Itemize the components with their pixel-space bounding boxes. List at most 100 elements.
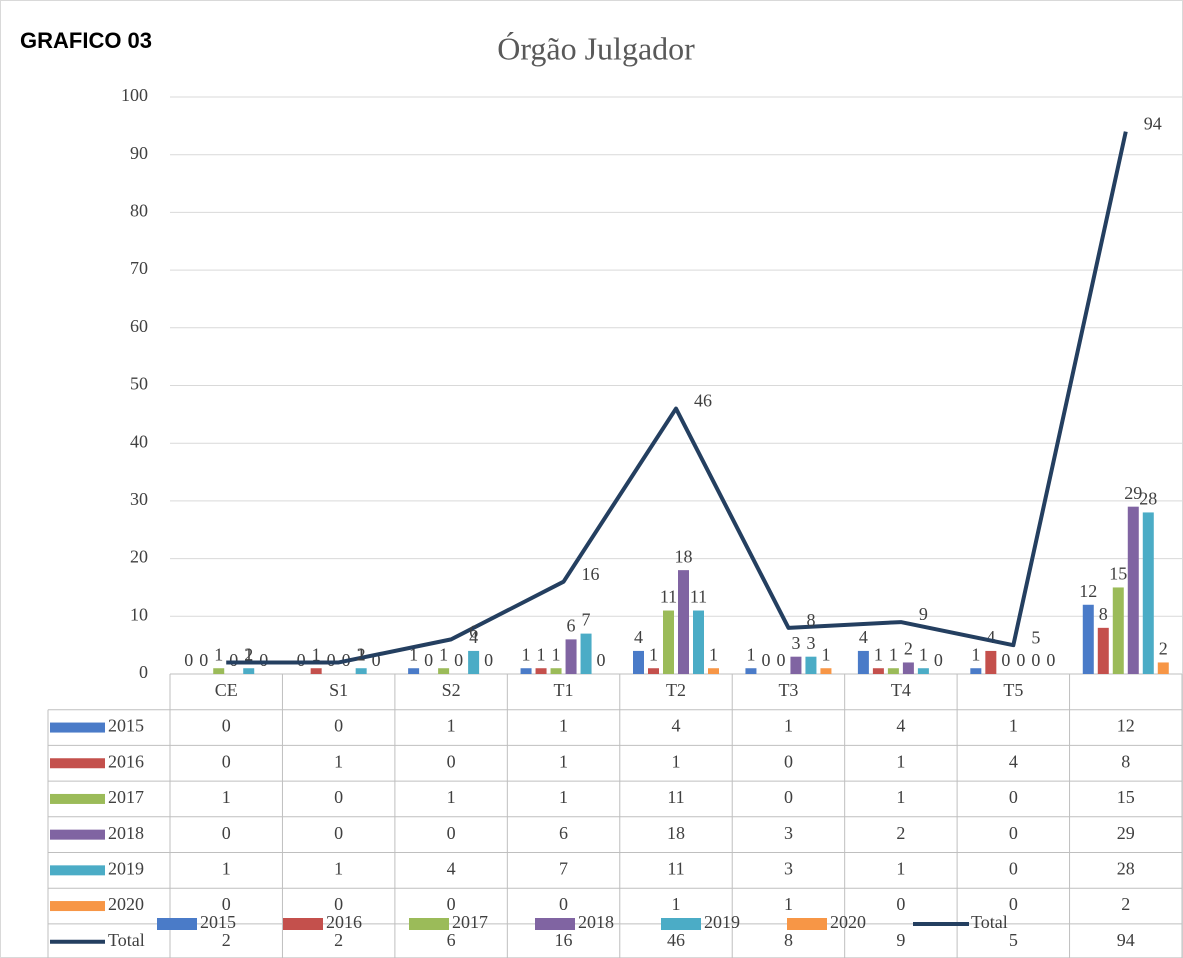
bar-value-label: 8 xyxy=(1099,604,1108,624)
table-key xyxy=(50,901,105,912)
table-cell: 0 xyxy=(334,787,343,807)
y-tick-label: 0 xyxy=(139,662,148,682)
table-cell: 1 xyxy=(896,751,905,771)
bar xyxy=(872,668,884,674)
bar xyxy=(1082,604,1094,674)
table-cell: 1 xyxy=(334,858,343,878)
legend-label: 2018 xyxy=(578,912,614,932)
table-cell: 0 xyxy=(222,823,231,843)
table-cell: 29 xyxy=(1117,823,1135,843)
bar-value-label: 0 xyxy=(424,650,433,670)
table-key xyxy=(50,829,105,840)
bar-value-label: 2 xyxy=(1159,639,1168,659)
table-row-label: 2020 xyxy=(108,894,144,914)
bar-value-label: 1 xyxy=(746,644,755,664)
chart-label: GRAFICO 03 xyxy=(20,28,152,53)
bar-value-label: 1 xyxy=(409,644,418,664)
bar-value-label: 0 xyxy=(484,650,493,670)
legend-label: 2017 xyxy=(452,912,488,932)
bar-value-label: 4 xyxy=(859,627,868,647)
bar-value-label: 1 xyxy=(971,644,980,664)
table-cell: 0 xyxy=(1009,823,1018,843)
table-cell: 2 xyxy=(1121,894,1130,914)
table-cell: 0 xyxy=(447,823,456,843)
table-cell: 94 xyxy=(1117,930,1135,950)
bar-value-label: 11 xyxy=(660,587,677,607)
table-row-label: 2017 xyxy=(108,787,144,807)
line-value-label: 16 xyxy=(582,564,600,584)
bar-value-label: 1 xyxy=(214,644,223,664)
table-cell: 46 xyxy=(667,930,685,950)
bar xyxy=(355,668,367,674)
bar xyxy=(633,650,644,674)
legend-key xyxy=(283,918,323,930)
x-tick-label: S2 xyxy=(442,680,461,700)
bar xyxy=(857,650,869,674)
bar xyxy=(213,668,225,674)
y-tick-label: 40 xyxy=(130,431,148,451)
bar-value-label: 1 xyxy=(649,644,658,664)
table-cell: 7 xyxy=(559,858,568,878)
legend-key xyxy=(661,918,701,930)
bar xyxy=(970,668,982,674)
bar-value-label: 28 xyxy=(1139,489,1157,509)
bar-value-label: 0 xyxy=(776,650,785,670)
legend-label: 2020 xyxy=(830,912,866,932)
bar-value-label: 1 xyxy=(522,644,531,664)
table-cell: 0 xyxy=(222,894,231,914)
y-tick-label: 50 xyxy=(130,374,148,394)
bar-value-label: 0 xyxy=(1046,650,1055,670)
line-value-label: 6 xyxy=(469,622,478,642)
bar xyxy=(520,668,532,674)
table-cell: 0 xyxy=(447,751,456,771)
bar xyxy=(648,668,659,674)
table-cell: 6 xyxy=(559,823,568,843)
line-value-label: 46 xyxy=(694,391,712,411)
bar-value-label: 0 xyxy=(761,650,770,670)
bar-value-label: 15 xyxy=(1109,564,1127,584)
bar-value-label: 4 xyxy=(469,627,478,647)
table-key xyxy=(50,758,105,769)
table-cell: 1 xyxy=(672,894,681,914)
line-value-label: 5 xyxy=(1031,627,1040,647)
table-cell: 0 xyxy=(1009,787,1018,807)
table-cell: 2 xyxy=(896,823,905,843)
table-cell: 1 xyxy=(559,751,568,771)
table-cell: 18 xyxy=(667,823,685,843)
table-cell: 1 xyxy=(222,858,231,878)
legend-label: 2019 xyxy=(704,912,740,932)
bar-value-label: 1 xyxy=(821,644,830,664)
table-row-label: Total xyxy=(108,930,145,950)
bar-value-label: 1 xyxy=(889,644,898,664)
bar xyxy=(708,668,719,674)
line xyxy=(226,131,1128,665)
bar xyxy=(1127,506,1139,674)
table-cell: 8 xyxy=(784,930,793,950)
table-cell: 0 xyxy=(784,751,793,771)
bar xyxy=(1112,587,1124,674)
bar-value-label: 1 xyxy=(312,644,321,664)
bar-value-label: 1 xyxy=(874,644,883,664)
table-cell: 0 xyxy=(1009,894,1018,914)
y-tick-label: 30 xyxy=(130,489,148,509)
table-cell: 1 xyxy=(334,751,343,771)
x-tick-label: S1 xyxy=(329,680,348,700)
table-row-label: 2018 xyxy=(108,823,144,843)
table-key xyxy=(50,793,105,804)
table-row-label: 2016 xyxy=(108,751,144,771)
bar-value-label: 0 xyxy=(229,650,238,670)
bar-value-label: 3 xyxy=(806,633,815,653)
table-cell: 0 xyxy=(334,894,343,914)
y-tick-label: 80 xyxy=(130,201,148,221)
table-cell: 2 xyxy=(334,930,343,950)
bar-value-label: 1 xyxy=(709,644,718,664)
table-cell: 11 xyxy=(667,858,684,878)
y-tick-label: 20 xyxy=(130,547,148,567)
chart-title: Órgão Julgador xyxy=(497,30,695,66)
x-tick-label: T4 xyxy=(891,680,911,700)
table-cell: 1 xyxy=(784,716,793,736)
table-cell: 12 xyxy=(1117,716,1135,736)
bar-value-label: 12 xyxy=(1079,581,1097,601)
legend-label: 2016 xyxy=(326,912,362,932)
bar-value-label: 6 xyxy=(567,616,576,636)
